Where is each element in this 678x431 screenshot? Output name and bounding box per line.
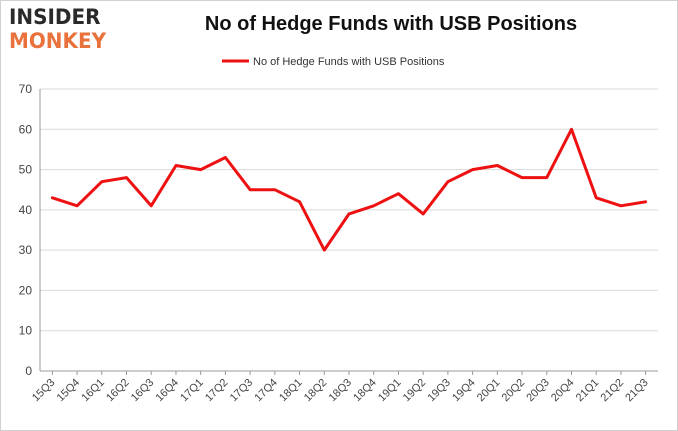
data-point xyxy=(520,176,524,179)
x-tick-label: 18Q2 xyxy=(302,377,330,405)
insider-monkey-logo: INSIDER MONKEY xyxy=(9,7,129,55)
x-tick-label: 19Q2 xyxy=(401,377,429,405)
data-point xyxy=(248,188,252,191)
data-point xyxy=(174,164,178,167)
x-tick-label: 16Q2 xyxy=(104,377,132,405)
data-point xyxy=(100,180,104,183)
x-tick-label: 20Q4 xyxy=(549,377,577,405)
y-tick-label: 40 xyxy=(19,203,33,217)
y-tick-label: 70 xyxy=(19,82,33,96)
data-point xyxy=(51,196,54,199)
data-point xyxy=(199,168,202,171)
data-point xyxy=(397,192,400,195)
chart-title: No of Hedge Funds with USB Positions xyxy=(204,13,578,35)
logo-line-1: INSIDER xyxy=(9,5,101,29)
logo-line-2: MONKEY xyxy=(9,29,107,53)
y-tick-label: 30 xyxy=(19,243,33,257)
data-point xyxy=(619,204,623,208)
data-point xyxy=(595,196,598,199)
data-point xyxy=(496,164,499,167)
x-tick-label: 16Q3 xyxy=(129,377,157,405)
data-point xyxy=(570,128,573,131)
data-point xyxy=(347,212,351,216)
y-tick-label: 0 xyxy=(25,364,32,378)
x-tick-label: 21Q3 xyxy=(623,377,651,405)
x-tick-label: 21Q2 xyxy=(599,377,627,405)
data-point xyxy=(421,212,425,216)
data-point xyxy=(75,204,79,208)
data-point xyxy=(150,204,153,208)
data-point xyxy=(644,200,647,203)
data-point xyxy=(471,168,474,171)
x-tick-label: 19Q3 xyxy=(425,377,453,405)
y-tick-label: 60 xyxy=(19,122,33,136)
x-tick-label: 20Q3 xyxy=(524,377,552,405)
x-tick-label: 17Q3 xyxy=(228,377,256,405)
data-point xyxy=(224,156,227,159)
x-tick-label: 18Q3 xyxy=(327,377,355,405)
data-point xyxy=(125,176,128,179)
x-tick-label: 19Q4 xyxy=(450,377,478,405)
x-tick-label: 20Q1 xyxy=(475,377,503,405)
y-tick-label: 50 xyxy=(19,163,33,177)
y-tick-label: 20 xyxy=(19,283,33,297)
y-tick-label: 10 xyxy=(19,324,33,338)
series-line xyxy=(50,127,648,252)
x-tick-label: 17Q1 xyxy=(178,377,206,405)
x-tick-label: 17Q2 xyxy=(203,377,231,405)
legend-label: No of Hedge Funds with USB Positions xyxy=(253,56,445,68)
data-point xyxy=(273,188,277,191)
data-point xyxy=(372,204,375,208)
x-tick-label: 16Q4 xyxy=(154,377,182,405)
x-tick-label: 18Q1 xyxy=(277,377,305,405)
x-tick-label: 15Q3 xyxy=(30,377,58,405)
data-point xyxy=(298,200,301,203)
x-tick-label: 20Q2 xyxy=(500,377,528,405)
x-tick-label: 19Q1 xyxy=(376,377,404,405)
x-tick-label: 21Q1 xyxy=(574,377,602,405)
data-point xyxy=(446,180,450,183)
x-tick-label: 16Q1 xyxy=(79,377,107,405)
x-tick-label: 17Q4 xyxy=(252,377,280,405)
x-tick-label: 15Q4 xyxy=(55,377,83,405)
data-point xyxy=(545,176,548,179)
data-point xyxy=(323,248,326,252)
x-tick-label: 18Q4 xyxy=(351,377,379,405)
